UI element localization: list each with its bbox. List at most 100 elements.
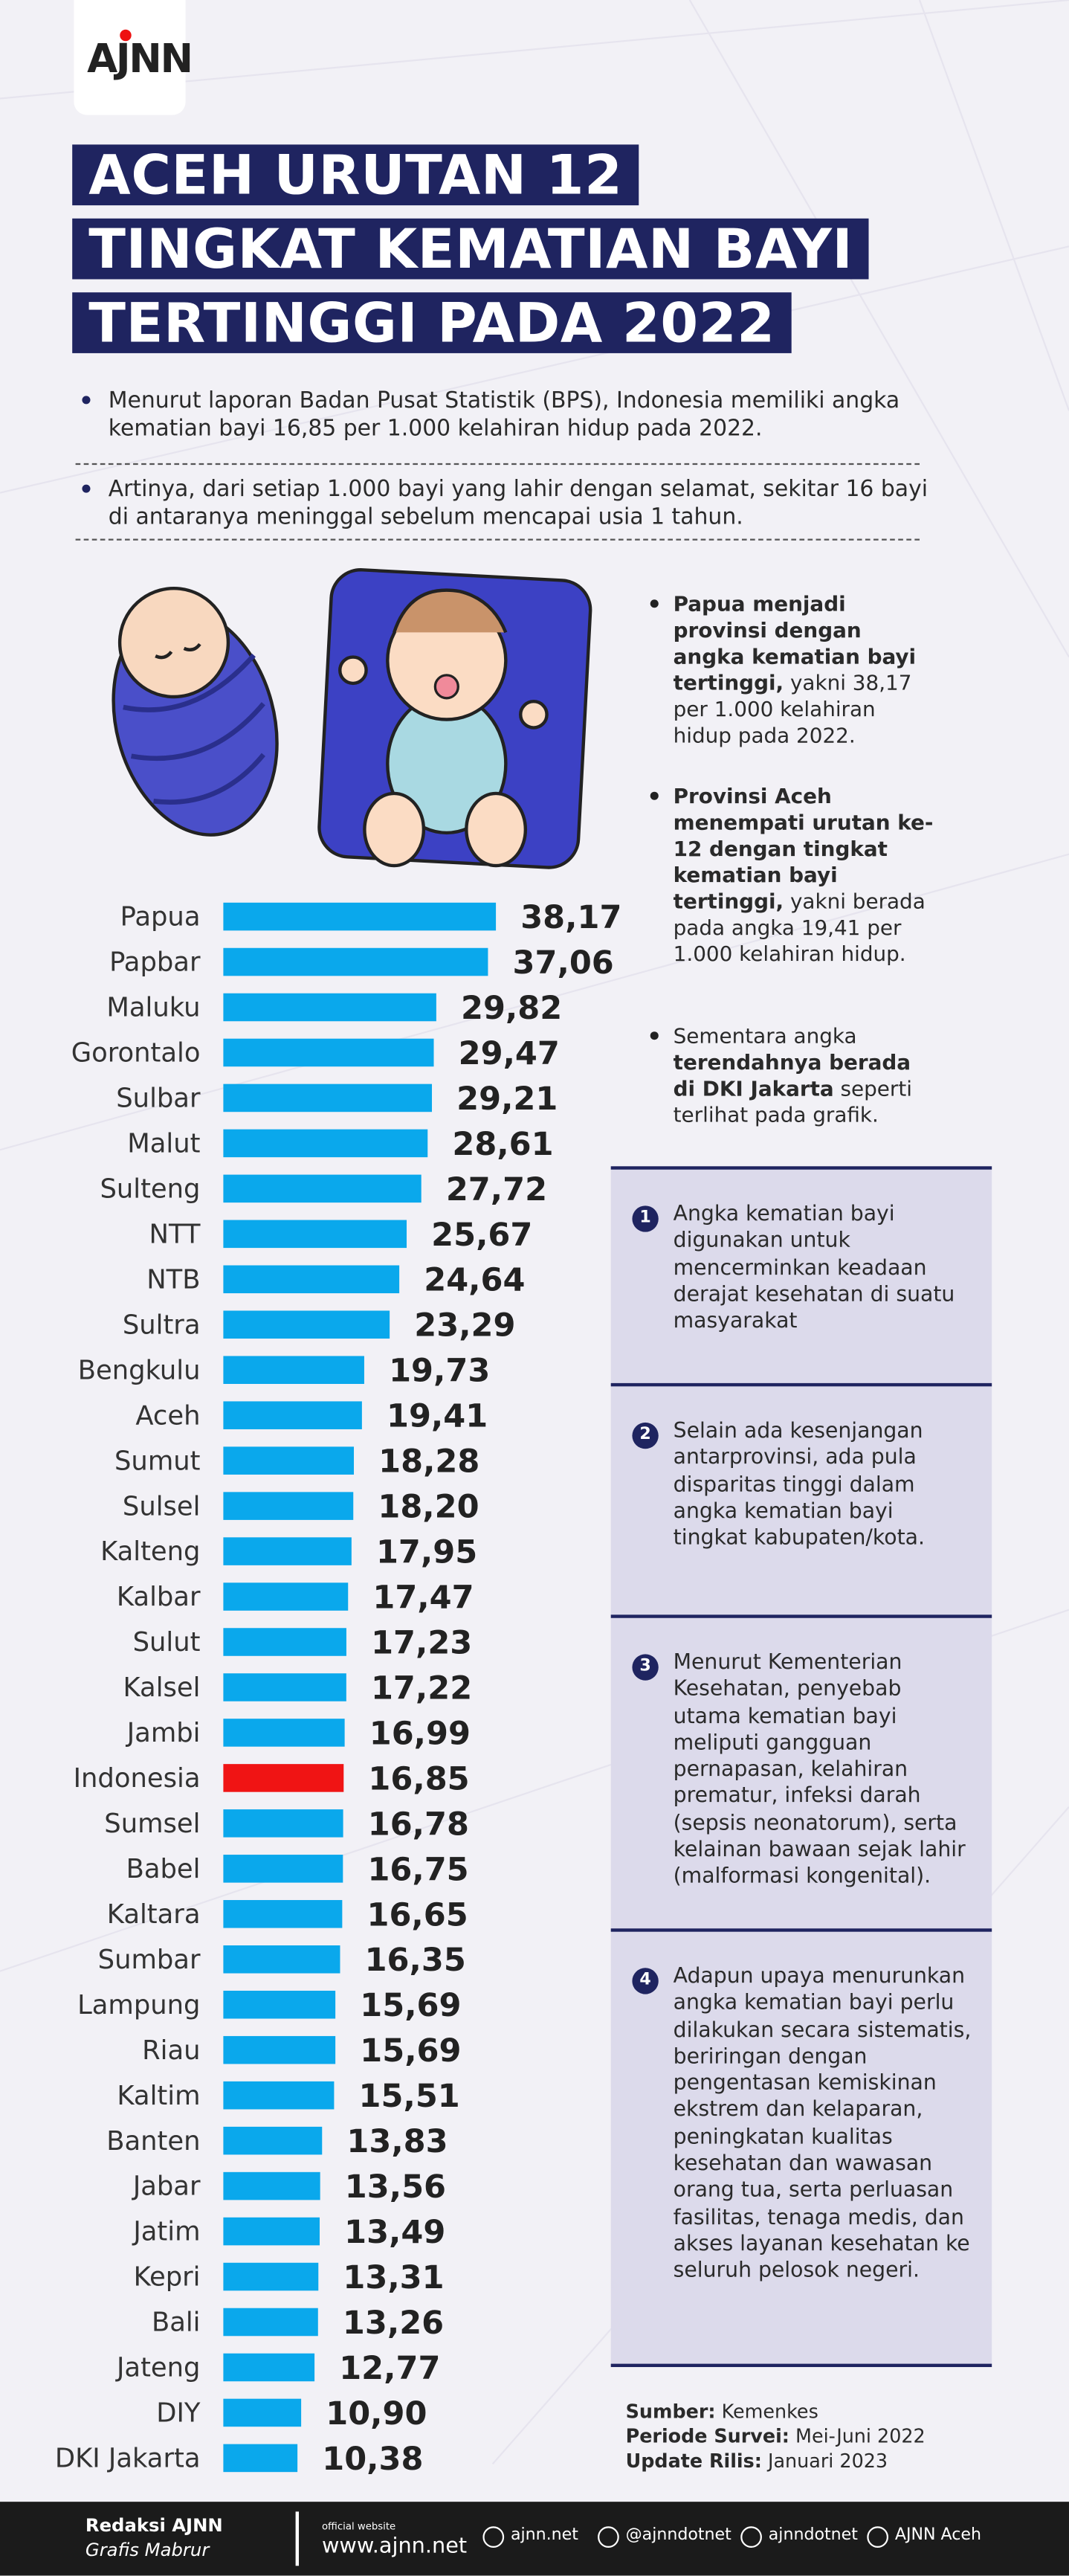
- value-label: 19,41: [387, 1398, 488, 1435]
- fact-number: 1: [632, 1205, 659, 1232]
- panel-rule: [610, 2363, 992, 2368]
- bullet: [650, 791, 659, 800]
- bar: [223, 1083, 433, 1112]
- value-label: 15,51: [359, 2078, 460, 2115]
- footer-separator: [295, 2511, 300, 2566]
- social-icon: [482, 2526, 505, 2548]
- value-label: 18,28: [378, 1443, 479, 1481]
- bar: [223, 1220, 407, 1249]
- bar: [223, 1265, 400, 1294]
- source-label: Update Rilis:: [625, 2449, 762, 2473]
- category-label: Sulteng: [100, 1174, 200, 1205]
- category-label: Jabar: [132, 2171, 201, 2202]
- bar: [223, 2217, 320, 2246]
- value-label: 10,38: [322, 2441, 423, 2478]
- title-line: ACEH URUTAN 12: [72, 144, 639, 205]
- bar: [223, 1492, 354, 1520]
- fact-number: 3: [632, 1654, 659, 1681]
- bar: [223, 2262, 319, 2291]
- category-label: Kaltim: [117, 2081, 200, 2111]
- bar-chart: Papua 38,17 Papbar 37,06 Maluku 29,82 Gorontal…: [55, 899, 622, 2478]
- value-label: 25,67: [431, 1217, 532, 1254]
- value-label: 16,65: [366, 1896, 468, 1933]
- value-label: 27,72: [446, 1171, 547, 1208]
- value-label: 13,26: [343, 2305, 444, 2342]
- website[interactable]: www.ajnn.net: [321, 2534, 468, 2560]
- footer-credit: Redaksi AJNN: [85, 2514, 223, 2537]
- panel-rule: [610, 1166, 992, 1170]
- logo: AJNN: [87, 36, 193, 83]
- divider: [75, 463, 920, 466]
- value-label: 24,64: [424, 1262, 525, 1299]
- highlight: Provinsi Aceh menempati urutan ke-12 den…: [674, 784, 936, 967]
- title-line: TINGKAT KEMATIAN BAYI: [72, 218, 870, 280]
- bullet: [82, 396, 91, 405]
- category-label: Bengkulu: [78, 1355, 201, 1385]
- facts-panel: [610, 1166, 992, 2366]
- category-label: Babel: [126, 1854, 201, 1884]
- bullet: [650, 1031, 659, 1040]
- category-label: Gorontalo: [71, 1038, 201, 1069]
- category-label: Sumbar: [98, 1945, 201, 1975]
- bar: [223, 2171, 320, 2200]
- bar: [223, 2444, 298, 2473]
- bar: [223, 1174, 422, 1203]
- value-label: 13,56: [345, 2168, 446, 2206]
- highlight-text: Provinsi Aceh menempati urutan ke-12 den…: [673, 783, 934, 914]
- highlight-text: seperti terlihat pada grafik.: [673, 1075, 912, 1127]
- source-line: Update Rilis: Januari 2023: [626, 2449, 926, 2473]
- social-handle: @ajnndotnet: [625, 2526, 731, 2545]
- fact-text: Adapun upaya menurunkan angka kematian b…: [673, 1964, 972, 2284]
- bar: [223, 2126, 323, 2155]
- category-label: NTB: [146, 1264, 200, 1295]
- category-label: Riau: [142, 2035, 200, 2066]
- bar: [223, 1537, 352, 1565]
- intro-text: Menurut laporan Badan Pusat Statistik (B…: [108, 387, 900, 442]
- bar: [223, 1764, 344, 1792]
- intro-text: Artinya, dari setiap 1.000 bayi yang lah…: [108, 476, 928, 531]
- value-label: 16,35: [365, 1942, 466, 1979]
- social-handle: ajnndotnet: [768, 2526, 858, 2545]
- panel-rule: [610, 1382, 992, 1387]
- value-label: 13,49: [344, 2214, 445, 2251]
- bar: [223, 1401, 362, 1429]
- bar: [223, 2035, 336, 2064]
- category-label: Sultra: [123, 1310, 201, 1340]
- category-label: Sumut: [114, 1446, 200, 1476]
- bar: [223, 902, 497, 931]
- website-label: official website: [321, 2521, 396, 2534]
- bar: [223, 1990, 336, 2019]
- bullet: [82, 484, 91, 493]
- category-label: Maluku: [106, 993, 200, 1023]
- value-label: 16,75: [367, 1851, 468, 1888]
- bar: [223, 2398, 302, 2427]
- value-label: 28,61: [452, 1126, 553, 1163]
- highlight: Papua menjadi provinsi dengan angka kema…: [674, 591, 936, 749]
- source: Sumber: Kemenkes Periode Survei: Mei-Jun…: [626, 2400, 926, 2473]
- footer: Redaksi AJNN Grafis Mabrur official webs…: [0, 2502, 1069, 2576]
- fact-number: 2: [632, 1422, 659, 1449]
- fact-number: 4: [632, 1968, 659, 1994]
- bullet: [650, 599, 659, 608]
- value-label: 16,85: [368, 1760, 469, 1797]
- bar: [223, 2081, 335, 2110]
- value-label: 38,17: [520, 899, 621, 936]
- social-icon: [740, 2526, 762, 2548]
- value-label: 13,83: [346, 2123, 448, 2160]
- bar: [223, 1900, 343, 1928]
- fact-text: Angka kematian bayi digunakan untuk menc…: [673, 1202, 955, 1335]
- bar: [223, 1719, 345, 1747]
- value-label: 29,21: [456, 1081, 558, 1118]
- category-label: Kalbar: [117, 1582, 201, 1612]
- bar: [223, 1582, 349, 1611]
- source-line: Sumber: Kemenkes: [626, 2400, 926, 2424]
- value-label: 16,99: [369, 1715, 471, 1752]
- source-line: Periode Survei: Mei-Juni 2022: [626, 2424, 926, 2449]
- baby-on-blanket: [317, 568, 592, 869]
- category-label: Sulut: [133, 1627, 201, 1658]
- value-label: 15,69: [360, 2032, 461, 2070]
- value-label: 29,47: [459, 1035, 560, 1072]
- value-label: 37,06: [513, 944, 614, 982]
- category-label: NTT: [149, 1219, 201, 1249]
